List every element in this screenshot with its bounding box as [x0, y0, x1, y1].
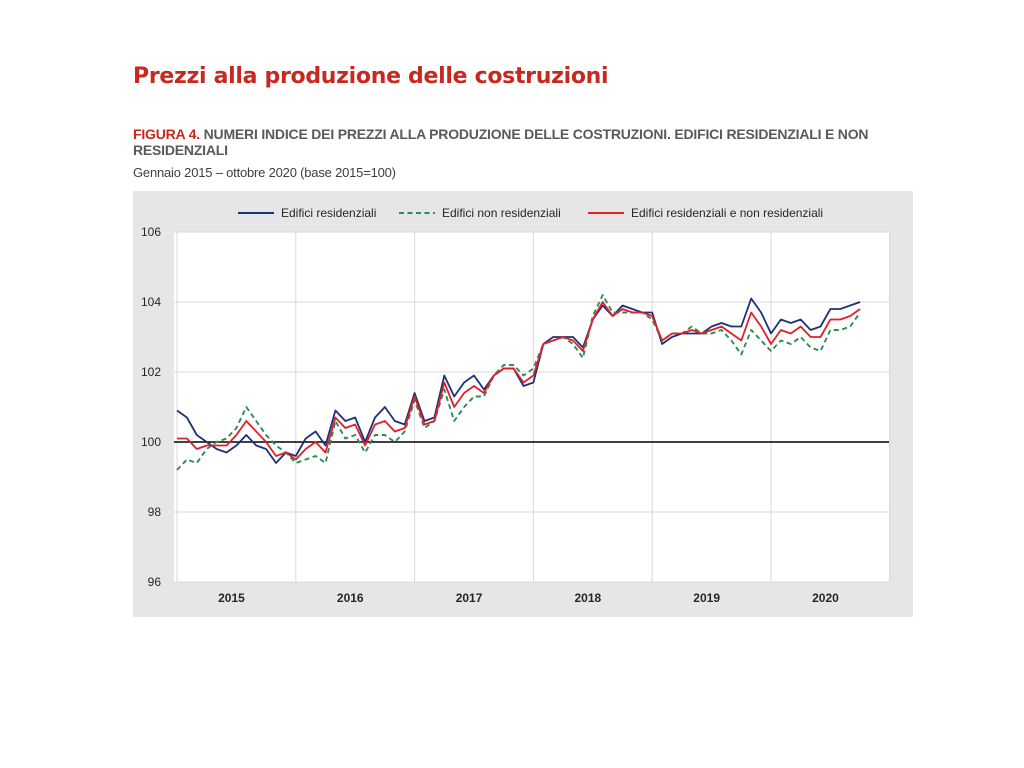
- figure-subtitle: Gennaio 2015 – ottobre 2020 (base 2015=1…: [133, 165, 396, 180]
- x-tick-label: 2015: [218, 591, 245, 605]
- series-line-1: [176, 297, 861, 464]
- legend-label: Edifici residenziali e non residenziali: [631, 206, 823, 220]
- figure-title: NUMERI INDICE DEI PREZZI ALLA PRODUZIONE…: [133, 126, 869, 158]
- y-tick-label: 100: [141, 435, 161, 449]
- x-tick-label: 2018: [574, 591, 601, 605]
- legend-label: Edifici residenziali: [281, 206, 376, 220]
- x-tick-label: 2019: [693, 591, 720, 605]
- figure-header: FIGURA 4. NUMERI INDICE DEI PREZZI ALLA …: [133, 126, 923, 158]
- legend-label: Edifici non residenziali: [442, 206, 561, 220]
- x-tick-label: 2020: [812, 591, 839, 605]
- x-tick-label: 2017: [456, 591, 483, 605]
- slide-title: Prezzi alla produzione delle costruzioni: [133, 64, 609, 89]
- y-tick-label: 106: [141, 225, 161, 239]
- series-line-2: [176, 294, 861, 471]
- x-tick-label: 2016: [337, 591, 364, 605]
- chart-panel: 96 98 100 102 104 106 2015 2016 2017 2018 2019 2020…: [133, 191, 913, 617]
- line-chart: 96 98 100 102 104 106 2015 2016 2017 2018 2019 2020…: [141, 206, 891, 605]
- y-tick-label: 98: [148, 505, 162, 519]
- series-line-3: [177, 301, 861, 461]
- figure-label: FIGURA 4.: [133, 126, 200, 142]
- y-tick-label: 96: [148, 575, 162, 589]
- y-tick-label: 104: [141, 295, 161, 309]
- y-tick-label: 102: [141, 365, 161, 379]
- plot-area: [174, 232, 889, 582]
